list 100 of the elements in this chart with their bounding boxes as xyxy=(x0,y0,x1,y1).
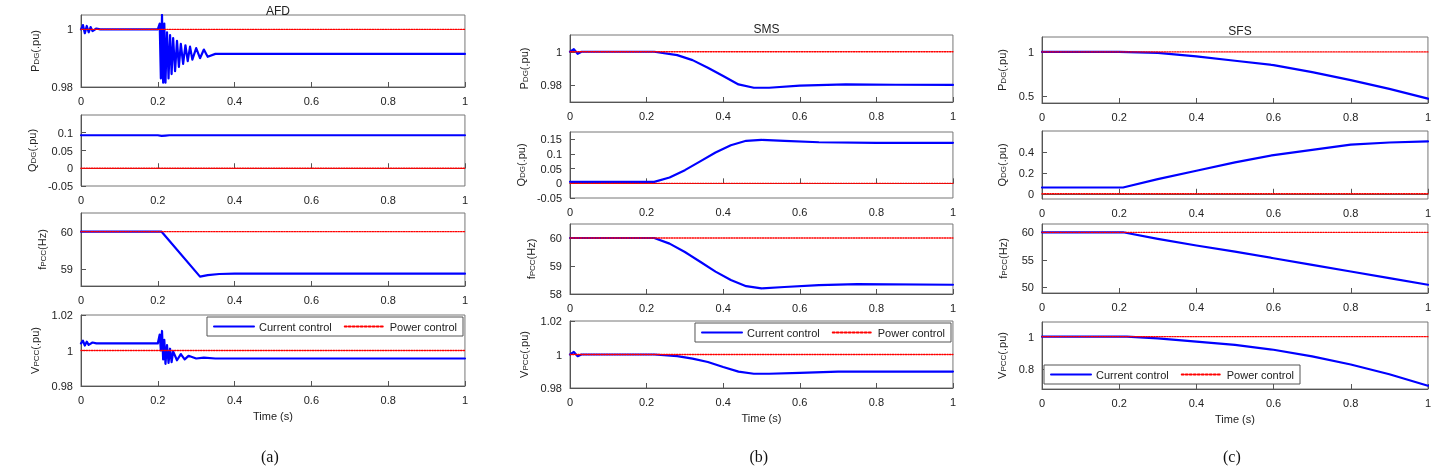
x-tick-label: 0.4 xyxy=(715,109,731,122)
x-tick-label: 0.6 xyxy=(1265,300,1282,313)
y-axis-title: PDG(.pu) xyxy=(29,30,42,72)
x-tick-label: 0.4 xyxy=(715,205,731,218)
x-tick-label: 0.6 xyxy=(303,94,320,107)
y-tick-label: 0.05 xyxy=(540,162,562,175)
x-tick-label: 0.2 xyxy=(150,293,166,306)
x-tick-label: 0 xyxy=(1038,300,1046,313)
line-series xyxy=(79,329,467,365)
x-tick-label: 0.2 xyxy=(1111,110,1127,123)
y-tick-label: 0.4 xyxy=(1018,145,1034,158)
x-tick-label: 1 xyxy=(949,395,956,408)
y-tick-label: 0.1 xyxy=(57,126,73,139)
y-axis-title: VPCC(.pu) xyxy=(996,332,1009,379)
y-tick-label: 59 xyxy=(549,260,562,272)
x-tick-label: 1 xyxy=(1424,206,1431,219)
y-tick-label: 1 xyxy=(66,23,73,36)
x-tick-label: 0.4 xyxy=(715,301,731,314)
x-tick-label: 0.2 xyxy=(1111,396,1127,409)
x-tick-label: 0.4 xyxy=(1188,396,1205,409)
x-tick-label: 0.2 xyxy=(1111,300,1127,313)
x-tick-label: 0.2 xyxy=(638,395,655,408)
y-tick-label: 1 xyxy=(1027,330,1034,343)
y-tick-label: 0.15 xyxy=(540,133,562,146)
text: (c) xyxy=(1223,447,1241,466)
x-tick-label: 0.6 xyxy=(303,293,320,306)
x-tick-label: 0.4 xyxy=(226,293,243,306)
x-tick-label: 0 xyxy=(1038,206,1046,219)
y-tick-label: 0.98 xyxy=(51,81,73,93)
x-tick-label: 1 xyxy=(461,94,468,107)
line-series xyxy=(1040,231,1430,286)
x-tick-label: 0 xyxy=(566,205,574,218)
legend-label: Current control xyxy=(747,326,820,339)
y-tick-label: 50 xyxy=(1021,281,1034,294)
y-axis-title: QDG(.pu) xyxy=(25,128,38,173)
y-tick-label: 60 xyxy=(1021,226,1034,239)
x-tick-label: 0.2 xyxy=(638,109,655,122)
x-tick-label: 0.6 xyxy=(303,193,320,206)
x-tick-label: 0.8 xyxy=(380,293,396,306)
x-tick-label: 0.8 xyxy=(1343,300,1359,313)
y-tick-label: 59 xyxy=(60,263,73,276)
y-axis-title: fPCC(Hz) xyxy=(524,238,537,280)
x-tick-label: 0.8 xyxy=(380,393,396,406)
x-tick-label: 0 xyxy=(1038,396,1046,409)
line-series xyxy=(568,48,955,89)
y-tick-label: 0.5 xyxy=(1018,89,1034,102)
x-tick-label: 0.4 xyxy=(1188,110,1205,123)
x-tick-label: 0.8 xyxy=(1343,206,1359,219)
x-tick-label: 0.2 xyxy=(150,193,166,206)
y-tick-label: 0 xyxy=(555,177,562,190)
line-series xyxy=(568,350,955,375)
y-tick-label: 1 xyxy=(555,45,562,58)
y-tick-label: 0.05 xyxy=(51,144,73,157)
x-tick-label: 0.6 xyxy=(792,301,808,314)
x-tick-label: 0.6 xyxy=(792,205,808,218)
y-tick-label: 1 xyxy=(66,344,73,357)
y-tick-label: 58 xyxy=(549,288,562,300)
chart-title: SMS xyxy=(753,22,780,36)
legend-label: Current control xyxy=(1096,368,1169,381)
x-tick-label: 0 xyxy=(77,293,85,306)
y-tick-label: 60 xyxy=(60,225,73,238)
y-tick-label: 1 xyxy=(555,348,562,361)
y-tick-label: 0.1 xyxy=(546,148,562,160)
x-tick-label: 0.6 xyxy=(1265,206,1282,219)
x-tick-label: 0.6 xyxy=(1265,396,1282,409)
y-axis-title: PDG(.pu) xyxy=(996,49,1009,91)
x-tick-label: 0.8 xyxy=(868,205,884,218)
x-tick-label: 0.2 xyxy=(1111,206,1127,219)
x-tick-label: 1 xyxy=(949,301,956,314)
x-tick-label: 0.6 xyxy=(792,109,808,122)
y-tick-label: -0.05 xyxy=(536,192,562,204)
legend-label: Power control xyxy=(1226,368,1295,381)
x-tick-label: 0.8 xyxy=(868,109,884,122)
legend-label: Power control xyxy=(389,320,458,333)
x-tick-label: 0.4 xyxy=(1188,206,1205,219)
y-axis-title: VPCC(.pu) xyxy=(518,331,531,378)
y-tick-label: 60 xyxy=(549,232,562,244)
y-tick-label: 0 xyxy=(66,162,73,175)
x-tick-label: 1 xyxy=(461,393,468,406)
y-axis-title: QDG(.pu) xyxy=(514,143,527,187)
y-axis-title: PDG(.pu) xyxy=(518,47,531,90)
x-tick-label: 0 xyxy=(77,94,85,107)
line-series xyxy=(568,236,955,290)
x-axis-title: Time (s) xyxy=(253,409,293,422)
x-tick-label: 0 xyxy=(1038,110,1046,123)
legend-label: Power control xyxy=(877,326,946,339)
x-tick-label: 0.2 xyxy=(638,205,655,218)
x-tick-label: 0 xyxy=(77,193,85,206)
x-tick-label: 0 xyxy=(77,393,85,406)
x-tick-label: 1 xyxy=(949,109,956,122)
x-tick-label: 0.4 xyxy=(1188,300,1205,313)
x-tick-label: 0 xyxy=(566,301,574,314)
y-tick-label: 0.98 xyxy=(540,79,562,92)
x-tick-label: 0.6 xyxy=(792,395,808,408)
x-axis-title: Time (s) xyxy=(741,411,782,424)
x-tick-label: 1 xyxy=(461,293,468,306)
y-tick-label: 1.02 xyxy=(540,315,562,327)
y-tick-label: 0.8 xyxy=(1018,363,1034,376)
x-tick-label: 0.4 xyxy=(715,395,731,408)
line-series xyxy=(1040,140,1430,189)
